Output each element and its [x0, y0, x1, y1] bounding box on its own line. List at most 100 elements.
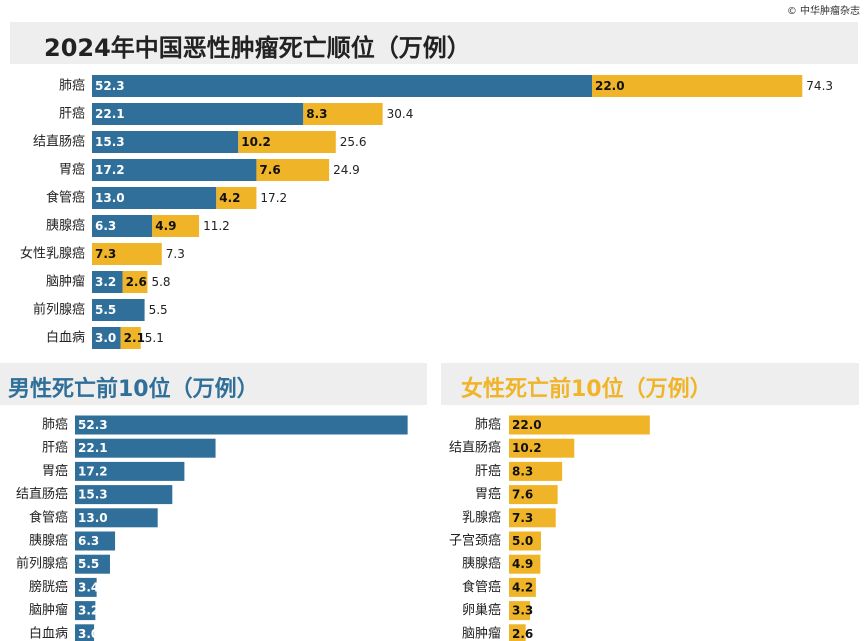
main-female-value-label: 7.6: [259, 163, 280, 177]
credit-label: © 中华肿瘤杂志: [786, 6, 860, 17]
main-total-label: 25.6: [340, 135, 367, 149]
main-female-value-label: 22.0: [595, 79, 625, 93]
main-male-bar: [92, 103, 304, 125]
main-male-value-label: 3.2: [95, 275, 116, 289]
main-female-value-label: 2.6: [126, 275, 147, 289]
male-bar: [75, 531, 116, 551]
female-value-label: 4.2: [512, 580, 533, 594]
female-value-label: 7.3: [512, 511, 533, 525]
main-category-label: 肝癌: [59, 106, 85, 122]
female-value-label: 5.0: [512, 534, 533, 548]
male-value-label: 3.0: [78, 627, 99, 641]
main-category-label: 前列腺癌: [33, 302, 85, 318]
male-bar: [75, 508, 158, 528]
male-bar: [75, 415, 408, 435]
male-category-label: 白血病: [29, 625, 68, 641]
main-female-bar: [92, 243, 162, 265]
main-category-label: 女性乳腺癌: [20, 246, 85, 262]
main-female-bar: [303, 103, 383, 125]
main-female-bar: [120, 327, 141, 349]
female-bar: [509, 577, 536, 597]
main-male-value-label: 15.3: [95, 135, 125, 149]
main-total-label: 11.2: [203, 219, 230, 233]
main-male-value-label: 3.0: [95, 331, 116, 345]
female-value-label: 10.2: [512, 441, 542, 455]
main-female-value-label: 4.9: [155, 219, 176, 233]
male-value-label: 22.1: [78, 441, 108, 455]
main-male-bar: [92, 299, 145, 321]
male-category-label: 结直肠癌: [16, 486, 68, 502]
main-female-value-label: 8.3: [306, 107, 327, 121]
female-bar: [509, 485, 558, 505]
main-male-bar: [92, 159, 257, 181]
female-bar: [509, 461, 563, 481]
main-total-label: 24.9: [333, 163, 360, 177]
male-value-label: 5.5: [78, 557, 99, 571]
main-male-bar: [92, 327, 121, 349]
female-category-label: 肺癌: [475, 417, 501, 433]
main-male-value-label: 22.1: [95, 107, 125, 121]
male-value-label: 3.4: [78, 580, 99, 594]
female-value-label: 8.3: [512, 464, 533, 478]
female-bar: [509, 601, 531, 621]
male-bar: [75, 554, 110, 574]
main-female-value-label: 2.1: [124, 331, 145, 345]
female-category-label: 胃癌: [475, 486, 501, 502]
main-chart-title: 2024年中国恶性肿瘤死亡顺位（万例）: [44, 34, 471, 62]
main-male-value-label: 13.0: [95, 191, 125, 205]
male-bar: [75, 601, 96, 621]
male-title-band: 男性死亡前10位（万例）: [0, 363, 427, 405]
main-female-bar: [152, 215, 200, 237]
female-value-label: 3.3: [512, 604, 533, 618]
female-bar: [509, 438, 575, 458]
female-category-label: 食管癌: [462, 579, 501, 595]
female-chart-title: 女性死亡前10位（万例）: [461, 377, 712, 402]
male-category-label: 膀胱癌: [29, 579, 68, 595]
main-total-label: 5.8: [151, 275, 170, 289]
male-category-label: 肺癌: [42, 417, 68, 433]
main-male-bar: [92, 215, 153, 237]
male-value-label: 13.0: [78, 511, 108, 525]
male-bar: [75, 461, 185, 481]
male-value-label: 3.2: [78, 604, 99, 618]
male-value-label: 15.3: [78, 488, 108, 502]
male-bar: [75, 485, 173, 505]
male-value-label: 17.2: [78, 464, 108, 478]
main-female-bar: [216, 187, 257, 209]
main-category-label: 肺癌: [59, 78, 85, 94]
male-category-label: 胰腺癌: [29, 533, 68, 549]
main-category-label: 脑肿瘤: [46, 274, 85, 290]
female-value-label: 22.0: [512, 418, 542, 432]
main-category-label: 白血病: [46, 330, 85, 346]
main-male-bar: [92, 75, 592, 97]
female-category-label: 脑肿瘤: [462, 625, 501, 641]
main-male-value-label: 5.5: [95, 303, 116, 317]
male-bar: [75, 624, 95, 641]
male-value-label: 52.3: [78, 418, 108, 432]
female-category-label: 卵巢癌: [462, 602, 501, 618]
female-bar: [509, 415, 650, 435]
main-female-bar: [238, 131, 336, 153]
male-chart-title: 男性死亡前10位（万例）: [8, 377, 259, 402]
male-category-label: 食管癌: [29, 509, 68, 525]
male-value-label: 6.3: [78, 534, 99, 548]
female-category-label: 结直肠癌: [449, 440, 501, 456]
male-bar: [75, 577, 97, 597]
female-bar: [509, 624, 526, 641]
female-category-label: 胰腺癌: [462, 556, 501, 572]
main-female-value-label: 7.3: [95, 247, 116, 261]
main-female-value-label: 4.2: [219, 191, 240, 205]
female-category-label: 乳腺癌: [462, 509, 501, 525]
male-category-label: 脑肿瘤: [29, 602, 68, 618]
main-category-label: 结直肠癌: [33, 134, 85, 150]
main-title-band: 2024年中国恶性肿瘤死亡顺位（万例）: [10, 22, 858, 64]
female-bar: [509, 508, 556, 528]
main-total-label: 5.5: [149, 303, 168, 317]
main-male-bar: [92, 271, 123, 293]
main-male-value-label: 52.3: [95, 79, 125, 93]
female-category-label: 子宫颈癌: [449, 533, 501, 549]
main-total-label: 7.3: [166, 247, 185, 261]
female-value-label: 2.6: [512, 627, 533, 641]
main-male-value-label: 17.2: [95, 163, 125, 177]
